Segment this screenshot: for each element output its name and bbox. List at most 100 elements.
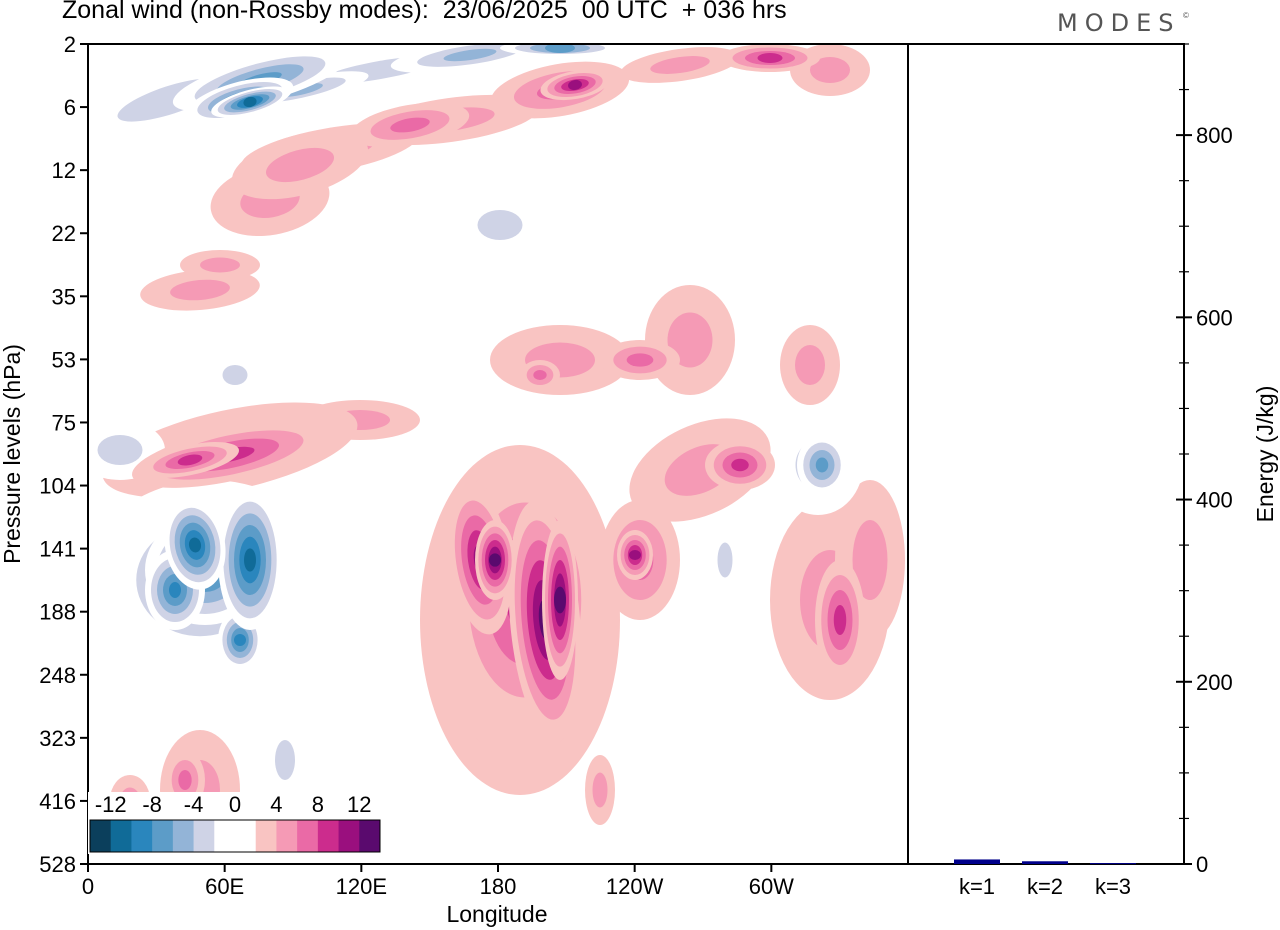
y-tick-label: 528: [39, 852, 76, 877]
contour-blob: [480, 410, 560, 450]
colorbar-swatch: [131, 820, 153, 852]
contour-blob: [178, 770, 192, 790]
contour-blob: [234, 634, 246, 646]
energy-bar: [1022, 861, 1068, 864]
x-tick-label: 180: [480, 874, 517, 899]
contour-blob: [820, 180, 900, 240]
contour-blob: [243, 96, 257, 108]
x-tick-label: 60E: [205, 874, 244, 899]
colorbar-swatch: [214, 820, 236, 852]
contour-blob: [97, 435, 143, 465]
modes-logo: MODES: [1057, 9, 1181, 37]
colorbar-label: 0: [229, 792, 241, 817]
contour-blob: [380, 257, 520, 313]
contour-blob: [554, 586, 566, 614]
energy-axis: 0 200 400 600 800: [1176, 43, 1233, 877]
energy-tick-label: 0: [1196, 852, 1208, 877]
contour-blob: [265, 147, 335, 183]
contour-blob: [568, 79, 582, 91]
energy-panel-frame: [907, 43, 1185, 865]
energy-axis-title: Energy (J/kg): [1252, 386, 1278, 523]
contour-blob: [525, 780, 575, 860]
energy-category-label: k=1: [959, 874, 995, 899]
contour-blob: [629, 550, 641, 560]
colorbar-label: -4: [184, 792, 204, 817]
contour-blob: [169, 582, 181, 598]
colorbar-swatch: [297, 820, 319, 852]
contour-blob: [188, 537, 202, 553]
energy-tick-label: 200: [1196, 670, 1233, 695]
colorbar-frame: [89, 819, 381, 853]
y-tick-label: 188: [39, 600, 76, 625]
contour-blob: [833, 605, 847, 635]
energy-bar: [954, 859, 1000, 864]
contour-blob: [545, 44, 575, 53]
copyright-mark: ©: [1183, 11, 1189, 20]
colorbar-label: 8: [312, 792, 324, 817]
colorbar-label: 4: [270, 792, 282, 817]
y-tick-label: 323: [39, 726, 76, 751]
x-tick-label: 60W: [749, 874, 794, 899]
contour-blob: [443, 48, 497, 62]
colorbar-swatch: [110, 820, 132, 852]
contour-blob: [640, 170, 760, 210]
energy-bar: [1090, 863, 1136, 865]
contour-blob: [810, 57, 850, 83]
y-axis: 2 6 12 22 35 53 75 104 141 188 248 323 416 528: [39, 32, 88, 877]
colorbar-swatch: [152, 820, 174, 852]
contour-blob: [650, 56, 710, 74]
contour-blob: [757, 53, 783, 63]
chart-title: Zonal wind (non-Rossby modes): 23/06/202…: [62, 0, 787, 24]
contour-blob: [731, 458, 749, 472]
energy-category-label: k=3: [1095, 874, 1131, 899]
contour-blob: [667, 312, 713, 368]
contour-blob: [533, 370, 547, 380]
x-tick-label: 120E: [336, 874, 387, 899]
y-tick-label: 22: [52, 221, 76, 246]
colorbar-label: -8: [142, 792, 162, 817]
energy-tick-label: 800: [1196, 123, 1233, 148]
contour-blob: [275, 740, 295, 780]
energy-bars: k=1 k=2 k=3: [954, 859, 1136, 899]
contour-blob: [177, 454, 203, 466]
contour-blob: [489, 553, 501, 567]
x-tick-label: 120W: [606, 874, 664, 899]
energy-category-label: k=2: [1027, 874, 1063, 899]
contour-blob: [222, 365, 248, 385]
contour-blob: [626, 353, 654, 367]
contour-blob: [477, 210, 523, 240]
colorbar-swatch: [235, 820, 257, 852]
y-tick-label: 248: [39, 663, 76, 688]
contour-blob: [170, 279, 230, 301]
colorbar-swatch: [276, 820, 298, 852]
colorbar-label: -12: [95, 792, 127, 817]
y-tick-label: 2: [64, 32, 76, 57]
energy-tick-label: 600: [1196, 305, 1233, 330]
x-tick-label: 0: [82, 874, 94, 899]
y-tick-label: 53: [52, 347, 76, 372]
contour-blob: [785, 770, 835, 864]
contour-blob: [795, 345, 825, 385]
colorbar-swatch: [193, 820, 215, 852]
colorbar-swatch: [317, 820, 340, 852]
contour-blob: [722, 235, 838, 305]
contour-blob: [815, 457, 829, 473]
colorbar-swatch: [255, 820, 277, 852]
colorbar-swatch: [338, 820, 360, 852]
y-tick-label: 141: [39, 537, 76, 562]
energy-tick-label: 400: [1196, 488, 1233, 513]
contour-blob: [615, 620, 665, 700]
contour-blob: [244, 548, 256, 572]
y-tick-label: 416: [39, 789, 76, 814]
x-axis-title: Longitude: [446, 901, 547, 927]
y-tick-label: 12: [52, 158, 76, 183]
colorbar-swatch: [90, 820, 112, 852]
y-tick-label: 104: [39, 474, 76, 499]
contour-blob: [88, 150, 190, 200]
y-tick-label: 6: [64, 95, 76, 120]
x-axis: 0 60E 120E 180 120W 60W: [82, 864, 794, 899]
contour-blob: [852, 520, 888, 600]
colorbar-swatch: [359, 820, 381, 852]
contour-blob: [390, 117, 430, 133]
